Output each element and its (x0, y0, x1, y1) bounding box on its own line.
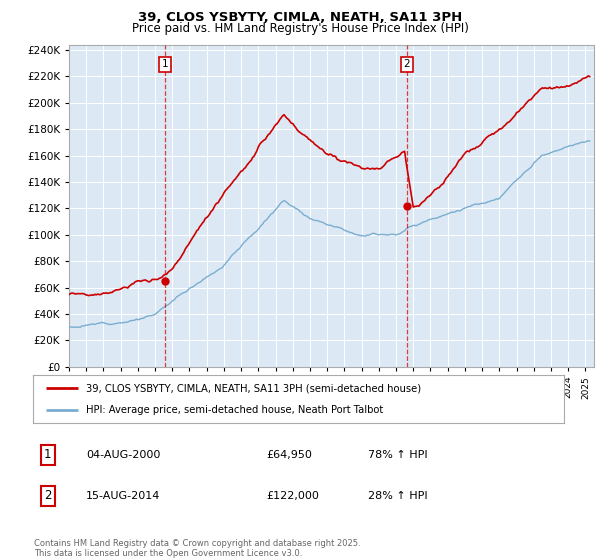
Text: £122,000: £122,000 (266, 491, 320, 501)
Text: 04-AUG-2000: 04-AUG-2000 (86, 450, 160, 460)
Text: HPI: Average price, semi-detached house, Neath Port Talbot: HPI: Average price, semi-detached house,… (86, 405, 383, 415)
Text: 1: 1 (44, 448, 52, 461)
Text: 2: 2 (44, 489, 52, 502)
Text: 28% ↑ HPI: 28% ↑ HPI (368, 491, 427, 501)
Text: 39, CLOS YSBYTY, CIMLA, NEATH, SA11 3PH (semi-detached house): 39, CLOS YSBYTY, CIMLA, NEATH, SA11 3PH … (86, 383, 421, 393)
Text: £64,950: £64,950 (266, 450, 313, 460)
Text: 78% ↑ HPI: 78% ↑ HPI (368, 450, 427, 460)
Text: Contains HM Land Registry data © Crown copyright and database right 2025.
This d: Contains HM Land Registry data © Crown c… (34, 539, 361, 558)
Text: 15-AUG-2014: 15-AUG-2014 (86, 491, 160, 501)
Text: 39, CLOS YSBYTY, CIMLA, NEATH, SA11 3PH: 39, CLOS YSBYTY, CIMLA, NEATH, SA11 3PH (138, 11, 462, 24)
Text: Price paid vs. HM Land Registry's House Price Index (HPI): Price paid vs. HM Land Registry's House … (131, 22, 469, 35)
Text: 1: 1 (162, 59, 169, 69)
Text: 2: 2 (403, 59, 410, 69)
